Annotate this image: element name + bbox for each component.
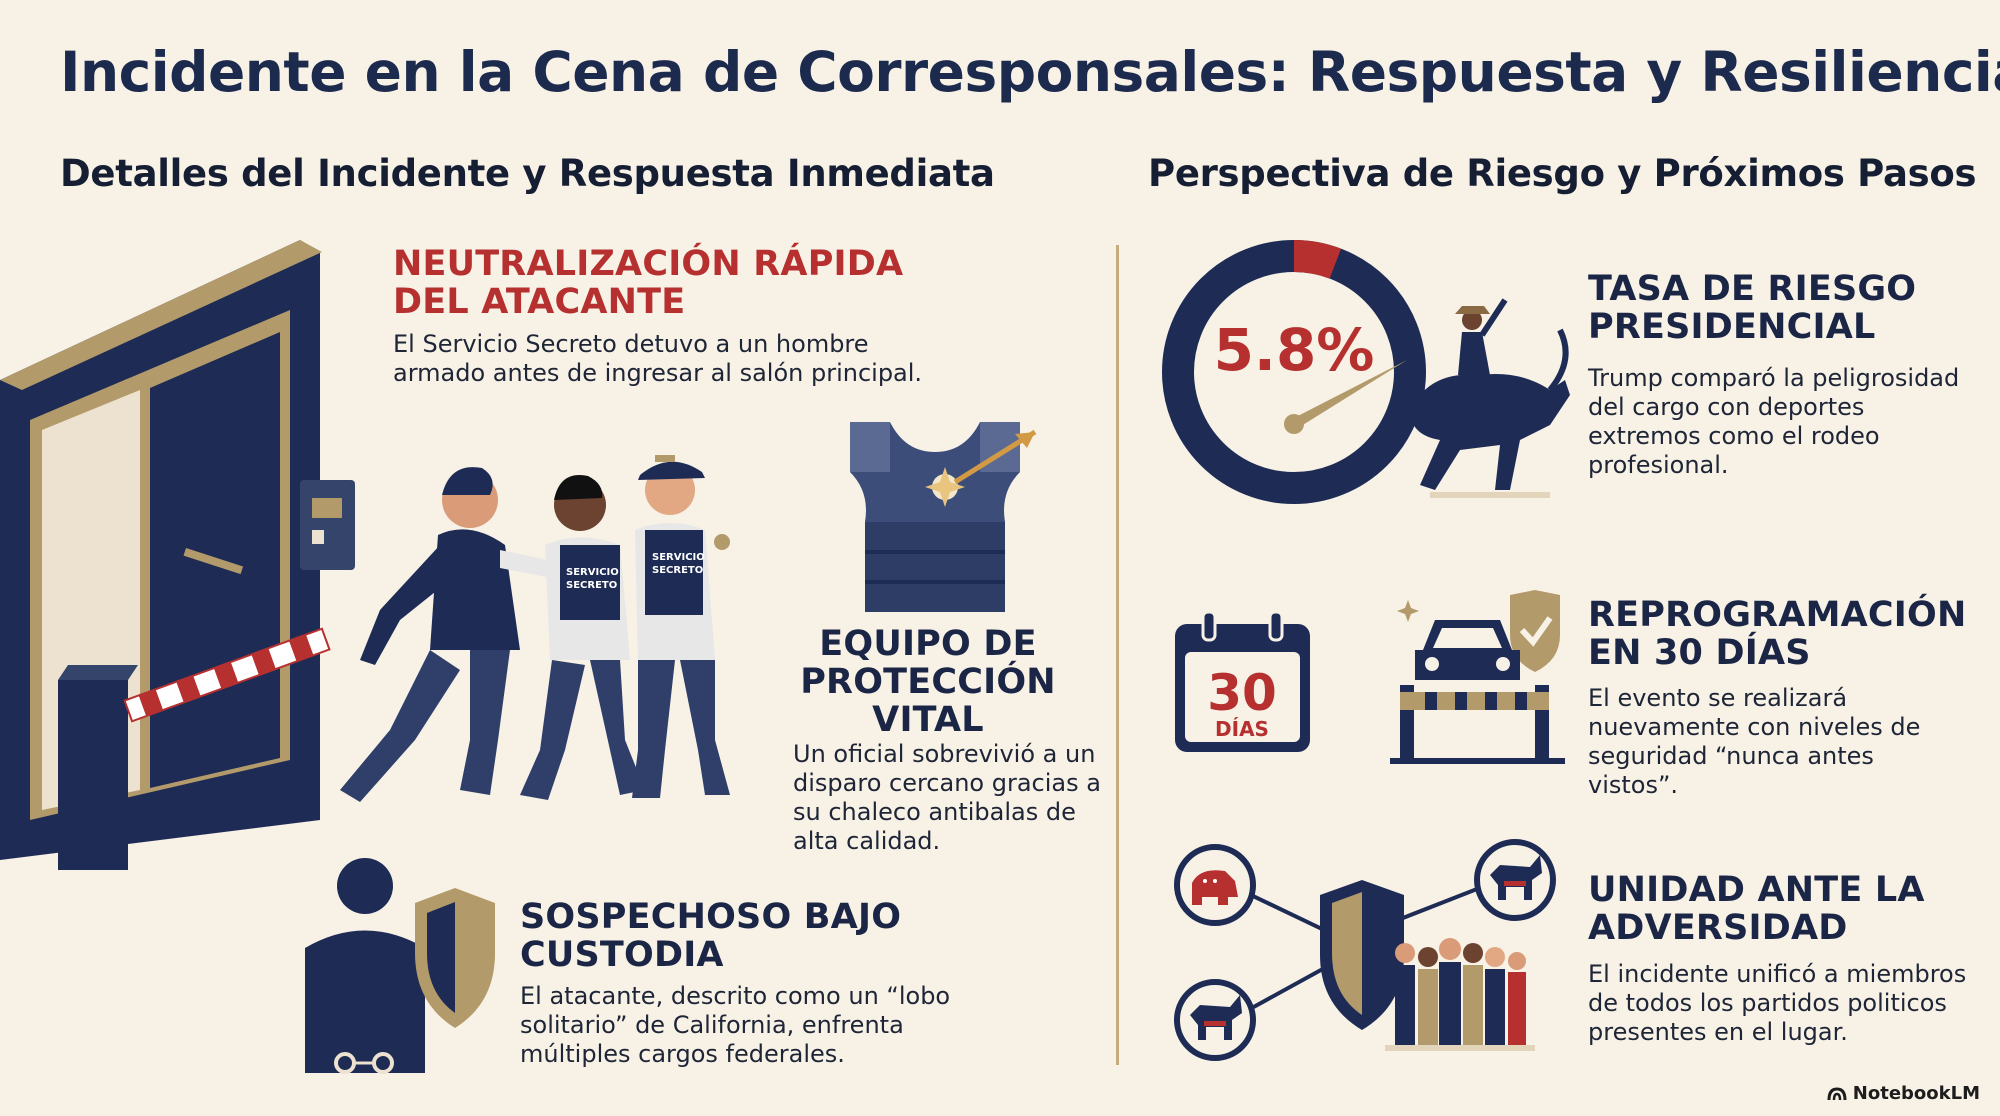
- unity-network-icon: [1174, 839, 1556, 1061]
- risk-gauge: 5.8%: [1162, 240, 1426, 504]
- card-reschedule-title: REPROGRAMACIÓN EN 30 DÍAS: [1588, 595, 1967, 673]
- card-unity-text: El incidente unificó a miembros de todos…: [1588, 960, 1967, 1046]
- secure-vehicle-icon: [1390, 590, 1565, 764]
- notebooklm-logo-icon: [1827, 1086, 1847, 1100]
- card-risk-title: TASA DE RIESGO PRESIDENCIAL: [1588, 269, 1917, 347]
- card-neutralization-text: El Servicio Secreto detuvo a un hombre a…: [393, 330, 923, 387]
- bulletproof-vest-icon: [850, 422, 1037, 612]
- card-equipment-title: EQUIPO DE PROTECCIÓN VITAL: [800, 624, 1056, 740]
- card-risk-text: Trump comparó la peligrosidad del cargo …: [1588, 364, 1960, 479]
- svg-text:SERVICIO: SERVICIO: [566, 567, 619, 578]
- calendar-icon: 30 DÍAS: [1175, 610, 1310, 752]
- card-neutralization-title: NEUTRALIZACIÓN RÁPIDA DEL ATACANTE: [393, 244, 904, 322]
- footer-brand: NotebookLM: [1827, 1083, 1980, 1104]
- left-section-heading: Detalles del Incidente y Respuesta Inmed…: [60, 152, 995, 195]
- barrier-gate-icon: [58, 627, 331, 870]
- suspect-custody-icon: [305, 858, 495, 1074]
- gauge-risk-segment: [1293, 240, 1342, 279]
- page-title: Incidente en la Cena de Corresponsales: …: [60, 40, 2000, 104]
- rodeo-bull-icon: [1400, 298, 1570, 498]
- footer-brand-label: NotebookLM: [1852, 1083, 1980, 1104]
- card-suspect-title: SOSPECHOSO BAJO CUSTODIA: [520, 897, 902, 975]
- section-divider: [1116, 245, 1119, 1065]
- card-equipment-text: Un oficial sobrevivió a un disparo cerca…: [793, 740, 1101, 855]
- card-unity-title: UNIDAD ANTE LA ADVERSIDAD: [1588, 870, 1925, 948]
- svg-text:SERVICIO: SERVICIO: [652, 552, 705, 563]
- calendar-unit: DÍAS: [1215, 717, 1269, 741]
- svg-text:SECRETO: SECRETO: [566, 580, 617, 591]
- right-section-heading: Perspectiva de Riesgo y Próximos Pasos: [1148, 152, 1977, 195]
- gauge-value-label: 5.8%: [1214, 316, 1375, 384]
- card-reschedule-text: El evento se realizará nuevamente con ni…: [1588, 684, 1921, 799]
- card-suspect-text: El atacante, descrito como un “lobo soli…: [520, 982, 951, 1068]
- calendar-number: 30: [1207, 664, 1277, 722]
- agents-arrest-illustration: SERVICIO SECRETO SERVICIO SECRETO: [340, 455, 730, 802]
- svg-text:SECRETO: SECRETO: [652, 565, 703, 576]
